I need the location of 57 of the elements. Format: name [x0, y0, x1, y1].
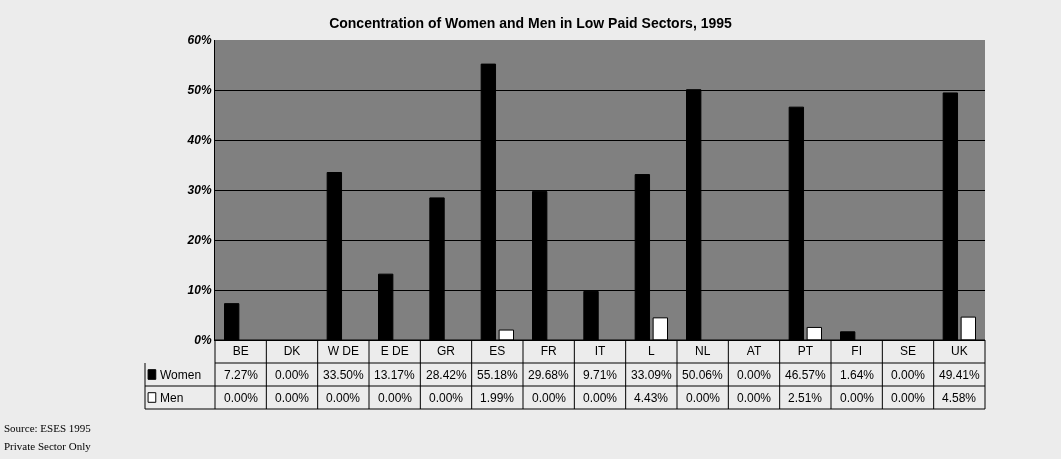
data-label: 33.50%	[323, 368, 365, 382]
data-label: 1.99%	[480, 391, 515, 405]
y-tick-label: 10%	[187, 283, 212, 298]
x-tick-label: PT	[797, 344, 814, 359]
x-tick-label: E DE	[380, 344, 409, 359]
x-tick-label: DK	[283, 344, 301, 359]
data-label: 0.00%	[891, 391, 926, 405]
chart-title: Concentration of Women and Men in Low Paid Sectors, 1995	[329, 14, 733, 31]
legend-label: Men	[160, 391, 184, 405]
data-label: 0.00%	[275, 391, 310, 405]
data-label: 0.00%	[224, 391, 259, 405]
x-tick-label: ES	[489, 344, 506, 359]
data-label: 0.00%	[583, 391, 618, 405]
text: Private Sector Only	[4, 440, 92, 452]
x-tick-label: SE	[899, 344, 917, 359]
data-label: 50.06%	[682, 368, 724, 382]
y-tick-label: 50%	[187, 83, 212, 98]
source-note: Source: ESES 1995	[4, 422, 92, 434]
data-label: 0.00%	[429, 391, 464, 405]
data-label: 33.09%	[631, 368, 673, 382]
data-label: 9.71%	[583, 368, 618, 382]
data-label: 0.00%	[275, 368, 310, 382]
x-tick-label: FR	[540, 344, 557, 359]
data-label: 28.42%	[426, 368, 468, 382]
legend-label: Women	[160, 368, 202, 382]
data-label: 46.57%	[785, 368, 827, 382]
data-label: 0.00%	[326, 391, 361, 405]
data-label: 0.00%	[737, 391, 772, 405]
x-tick-label: BE	[232, 344, 249, 359]
data-label: 0.00%	[378, 391, 413, 405]
data-label: 0.00%	[840, 391, 875, 405]
data-label: 4.58%	[942, 391, 977, 405]
data-label: 1.64%	[840, 368, 875, 382]
data-label: 13.17%	[374, 368, 416, 382]
data-label: 55.18%	[477, 368, 519, 382]
data-label: 0.00%	[737, 368, 772, 382]
x-tick-label: FI	[851, 344, 863, 359]
x-tick-label: NL	[695, 344, 711, 359]
y-tick-label: 20%	[186, 233, 212, 248]
data-label: 49.41%	[939, 368, 981, 382]
y-tick-label: 60%	[187, 33, 212, 48]
data-label: 0.00%	[532, 391, 567, 405]
y-tick-label: 0%	[194, 333, 212, 348]
data-label: 0.00%	[891, 368, 926, 382]
data-label: 7.27%	[224, 368, 259, 382]
x-tick-label: GR	[437, 344, 456, 359]
y-tick-label: 30%	[187, 183, 212, 198]
x-tick-label: IT	[594, 344, 606, 359]
x-tick-label: W DE	[327, 344, 359, 359]
data-label: 0.00%	[686, 391, 721, 405]
y-tick-label: 40%	[186, 133, 212, 148]
x-tick-label: L	[647, 344, 655, 359]
data-label: 29.68%	[528, 368, 570, 382]
data-label: 4.43%	[634, 391, 669, 405]
data-label: 2.51%	[788, 391, 823, 405]
x-tick-label: UK	[950, 344, 968, 359]
x-tick-label: AT	[746, 344, 762, 359]
